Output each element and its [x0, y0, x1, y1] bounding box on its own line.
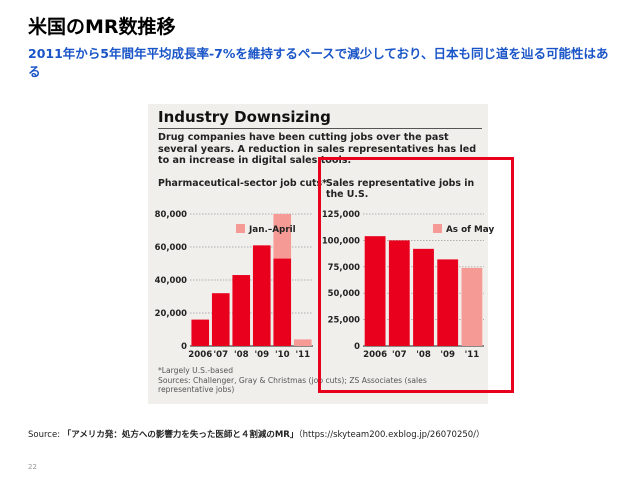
x-tick-label: 2006	[188, 350, 212, 360]
industry-downsizing-figure: Industry Downsizing Drug companies have …	[148, 104, 495, 404]
legend-label: As of May	[446, 225, 494, 235]
legend-swatch	[236, 224, 245, 233]
source-line: Source: 「アメリカ発：処方への影響力を失った医師と４割減のMR」（htt…	[28, 428, 485, 440]
bar	[191, 319, 210, 346]
x-tick-label: '07	[213, 350, 228, 360]
slide-subtitle: 2011年から5年間年平均成長率-7%を維持するペースで減少しており、日本も同じ…	[28, 46, 609, 79]
y-tick-label: 0	[354, 341, 360, 351]
x-tick-label: '09	[440, 350, 455, 360]
x-tick-label: '09	[254, 350, 269, 360]
y-tick-label: 50,000	[328, 288, 360, 298]
right-chart-title: Sales representative jobs in the U.S.	[326, 178, 475, 200]
bar	[211, 293, 230, 346]
x-tick-label: '10	[275, 350, 290, 360]
y-tick-label: 25,000	[328, 315, 360, 325]
bar	[252, 245, 271, 346]
bar	[364, 236, 386, 346]
highlight-box	[318, 157, 514, 393]
bar	[461, 267, 483, 346]
x-tick-label: '08	[416, 350, 431, 360]
left-chart-title: Pharmaceutical-sector job cuts*	[158, 178, 327, 189]
legend-label: Jan.–April	[248, 225, 296, 235]
source-url[interactable]: （https://skyteam200.exblog.jp/26070250/）	[298, 430, 485, 440]
bar	[273, 214, 292, 259]
y-tick-label: 80,000	[155, 209, 187, 219]
figure-sources: Sources: Challenger, Gray & Christmas (j…	[158, 376, 427, 394]
y-tick-label: 0	[181, 341, 187, 351]
bar	[232, 275, 251, 346]
y-tick-label: 20,000	[155, 308, 187, 318]
bar	[388, 240, 410, 346]
sales-rep-jobs-chart: 0 25,000 50,000 75,000 100,000 125,000 2006 '07…	[322, 209, 495, 360]
figure-footnote: *Largely U.S.-based	[158, 366, 234, 375]
job-cuts-chart: 0 20,000 40,000 60,000 80,000 2006'07 '08 '09 '1…	[155, 209, 313, 360]
x-tick-label: '11	[295, 350, 310, 360]
bar	[293, 339, 312, 346]
y-tick-label: 40,000	[155, 275, 187, 285]
x-tick-label: '07	[392, 350, 407, 360]
bar	[273, 258, 292, 346]
source-prefix: Source:	[28, 430, 63, 440]
y-tick-label: 100,000	[322, 235, 360, 245]
y-tick-label: 125,000	[322, 209, 360, 219]
page-number: 22	[28, 463, 37, 471]
legend-swatch	[433, 224, 442, 233]
slide-title: 米国のMR数推移	[28, 16, 176, 38]
x-tick-label: '11	[465, 350, 480, 360]
bar	[413, 248, 434, 346]
x-tick-label: 2006	[363, 350, 387, 360]
y-tick-label: 60,000	[155, 242, 187, 252]
y-tick-label: 75,000	[328, 262, 360, 272]
figure-divider	[158, 128, 482, 129]
figure-description: Drug companies have been cutting jobs ov…	[158, 132, 477, 166]
source-title: 「アメリカ発：処方への影響力を失った医師と４割減のMR」	[62, 430, 299, 440]
x-tick-label: '08	[234, 350, 249, 360]
figure-title: Industry Downsizing	[158, 108, 331, 126]
bar	[437, 259, 459, 346]
